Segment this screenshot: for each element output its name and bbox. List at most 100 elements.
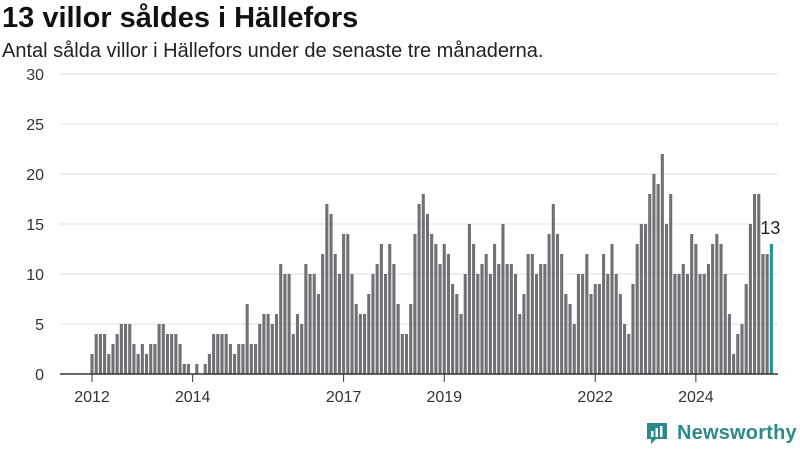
bar	[270, 324, 274, 374]
bar	[690, 234, 694, 374]
bar	[593, 284, 597, 374]
bar	[715, 234, 719, 374]
y-tick-label: 20	[26, 167, 44, 184]
bar	[207, 354, 211, 374]
bar	[308, 274, 312, 374]
bar	[291, 334, 295, 374]
bar	[266, 314, 270, 374]
bar	[740, 324, 744, 374]
bar	[396, 304, 400, 374]
bar	[124, 324, 128, 374]
bar	[631, 284, 635, 374]
bar	[706, 264, 710, 374]
bar	[354, 304, 358, 374]
bar	[753, 194, 757, 374]
bar	[673, 274, 677, 374]
bar	[203, 364, 207, 374]
bar	[329, 214, 333, 374]
bar	[363, 314, 367, 374]
bar	[446, 254, 450, 374]
bar	[165, 334, 170, 374]
bar	[451, 284, 455, 374]
bar	[623, 324, 627, 374]
y-tick-label: 0	[35, 367, 44, 384]
bar	[681, 264, 685, 374]
bar	[643, 224, 648, 374]
bar	[480, 264, 484, 374]
bars	[90, 154, 773, 374]
bar	[438, 264, 442, 374]
bar	[279, 264, 283, 374]
bar	[581, 274, 585, 374]
bar	[585, 254, 589, 374]
bar	[610, 244, 614, 374]
bar	[224, 334, 228, 374]
bar	[404, 334, 409, 374]
bar	[497, 264, 501, 374]
bar	[534, 274, 539, 374]
bar	[325, 204, 329, 374]
bar	[333, 254, 337, 374]
chart-subtitle: Antal sålda villor i Hällefors under de …	[2, 40, 544, 62]
bar	[442, 244, 446, 374]
bar	[111, 344, 115, 374]
bar	[732, 354, 736, 374]
bar	[182, 364, 186, 374]
bar	[526, 254, 530, 374]
bar	[434, 244, 438, 374]
bar	[195, 364, 199, 374]
bar	[425, 214, 430, 374]
bar	[342, 234, 346, 374]
bar	[149, 344, 153, 374]
bar	[245, 304, 249, 374]
bar	[459, 314, 463, 374]
bar	[316, 294, 320, 374]
bar	[304, 264, 308, 374]
bar	[274, 314, 279, 374]
bar	[685, 274, 690, 374]
bar	[635, 244, 639, 374]
bar	[618, 294, 622, 374]
bar	[212, 334, 216, 374]
bar	[98, 334, 102, 374]
bar	[639, 224, 643, 374]
bar	[350, 274, 354, 374]
bar	[543, 264, 547, 374]
bar	[761, 254, 765, 374]
bar	[455, 294, 459, 374]
bar	[157, 324, 161, 374]
bar	[522, 294, 526, 374]
bar	[476, 274, 480, 374]
highlight-value-label: 13	[760, 218, 780, 238]
bar	[711, 244, 715, 374]
bar	[417, 204, 421, 374]
bar	[589, 294, 593, 374]
bar	[115, 334, 119, 374]
bar	[748, 224, 752, 374]
bar	[652, 174, 656, 374]
bar	[216, 334, 220, 374]
newsworthy-logo-icon	[647, 423, 667, 444]
bar	[757, 194, 761, 374]
y-tick-label: 30	[26, 67, 44, 84]
bar	[530, 254, 534, 374]
bar	[249, 344, 253, 374]
bar	[677, 274, 681, 374]
bar	[723, 274, 727, 374]
bar	[119, 324, 123, 374]
x-tick-label: 2019	[426, 389, 462, 406]
x-tick-label: 2022	[577, 389, 613, 406]
bar	[287, 274, 291, 374]
bar	[765, 254, 769, 374]
brand-logo: Newsworthy	[645, 420, 797, 446]
y-axis-ticks: 0 5 10 15 20 25 30	[26, 67, 44, 384]
chart-title: 13 villor såldes i Hällefors	[2, 2, 359, 34]
bar	[744, 284, 748, 374]
bar	[539, 264, 543, 374]
y-tick-label: 25	[26, 117, 44, 134]
bar	[551, 204, 555, 374]
bar	[493, 244, 497, 374]
bar	[467, 224, 471, 374]
bar	[254, 344, 258, 374]
bar	[627, 334, 631, 374]
